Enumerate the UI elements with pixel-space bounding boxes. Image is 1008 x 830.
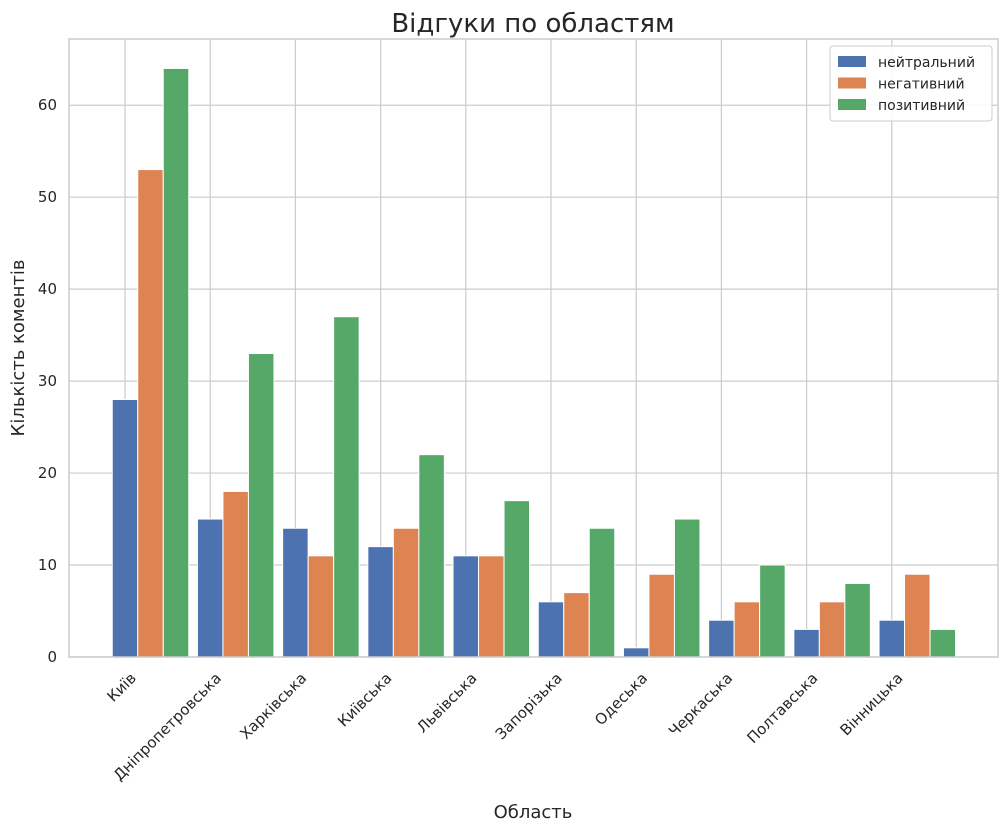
bar — [563, 592, 590, 658]
y-tick-labels: 0 10 20 30 40 50 60 — [38, 96, 57, 666]
bar — [503, 500, 531, 658]
x-tick-label: Вінницька — [837, 669, 907, 739]
legend: нейтральний негативний позитивний — [829, 45, 993, 122]
bar — [418, 454, 445, 658]
bar — [793, 628, 820, 658]
bar — [137, 169, 164, 658]
bar — [162, 67, 190, 658]
x-tick-label: Одеська — [591, 669, 651, 729]
bar — [392, 527, 420, 658]
legend-swatch — [838, 56, 866, 67]
bar — [904, 573, 931, 658]
chart-title: Відгуки по областям — [391, 9, 674, 39]
x-axis-label: Область — [494, 802, 573, 823]
bars — [111, 67, 957, 658]
legend-swatch — [838, 99, 866, 110]
bar — [759, 564, 786, 658]
plot-frame — [68, 38, 999, 658]
bar — [708, 619, 735, 658]
bar — [247, 353, 275, 658]
bar — [333, 316, 360, 658]
x-tick-label: Черкаська — [665, 669, 736, 740]
y-tick-label: 40 — [38, 280, 57, 298]
bar — [282, 527, 309, 658]
bar — [818, 601, 846, 658]
legend-box — [829, 45, 993, 122]
bar — [844, 582, 871, 658]
legend-label: негативний — [878, 77, 965, 93]
bar — [537, 601, 565, 658]
bar — [622, 647, 650, 658]
x-tick-label: Львівська — [413, 669, 480, 736]
bar — [673, 518, 701, 658]
bar — [222, 490, 249, 658]
bar — [307, 555, 335, 658]
bar — [588, 527, 616, 658]
grid — [69, 39, 998, 658]
y-tick-label: 20 — [38, 464, 57, 482]
y-axis-label: Кількість коментів — [8, 260, 29, 437]
legend-label: нейтральний — [878, 55, 975, 71]
x-tick-label: Полтавська — [744, 669, 822, 747]
y-tick-label: 10 — [38, 556, 57, 574]
bar — [111, 399, 139, 658]
y-tick-label: 30 — [38, 372, 57, 390]
bar — [367, 546, 394, 658]
bar — [929, 628, 957, 658]
x-tick-label: Запорізька — [492, 669, 566, 743]
bar — [452, 555, 480, 658]
y-tick-label: 50 — [38, 188, 57, 206]
legend-swatch — [838, 77, 866, 89]
bar — [196, 518, 224, 658]
bar — [733, 601, 761, 658]
x-tick-label: Київська — [334, 669, 395, 730]
bar — [878, 619, 906, 658]
bar — [648, 573, 675, 658]
y-tick-label: 0 — [47, 648, 57, 666]
y-tick-label: 60 — [38, 96, 57, 114]
x-tick-label: Харківська — [236, 669, 310, 743]
bar — [478, 555, 505, 658]
legend-label: позитивний — [878, 98, 965, 114]
x-tick-label: Київ — [103, 669, 139, 705]
